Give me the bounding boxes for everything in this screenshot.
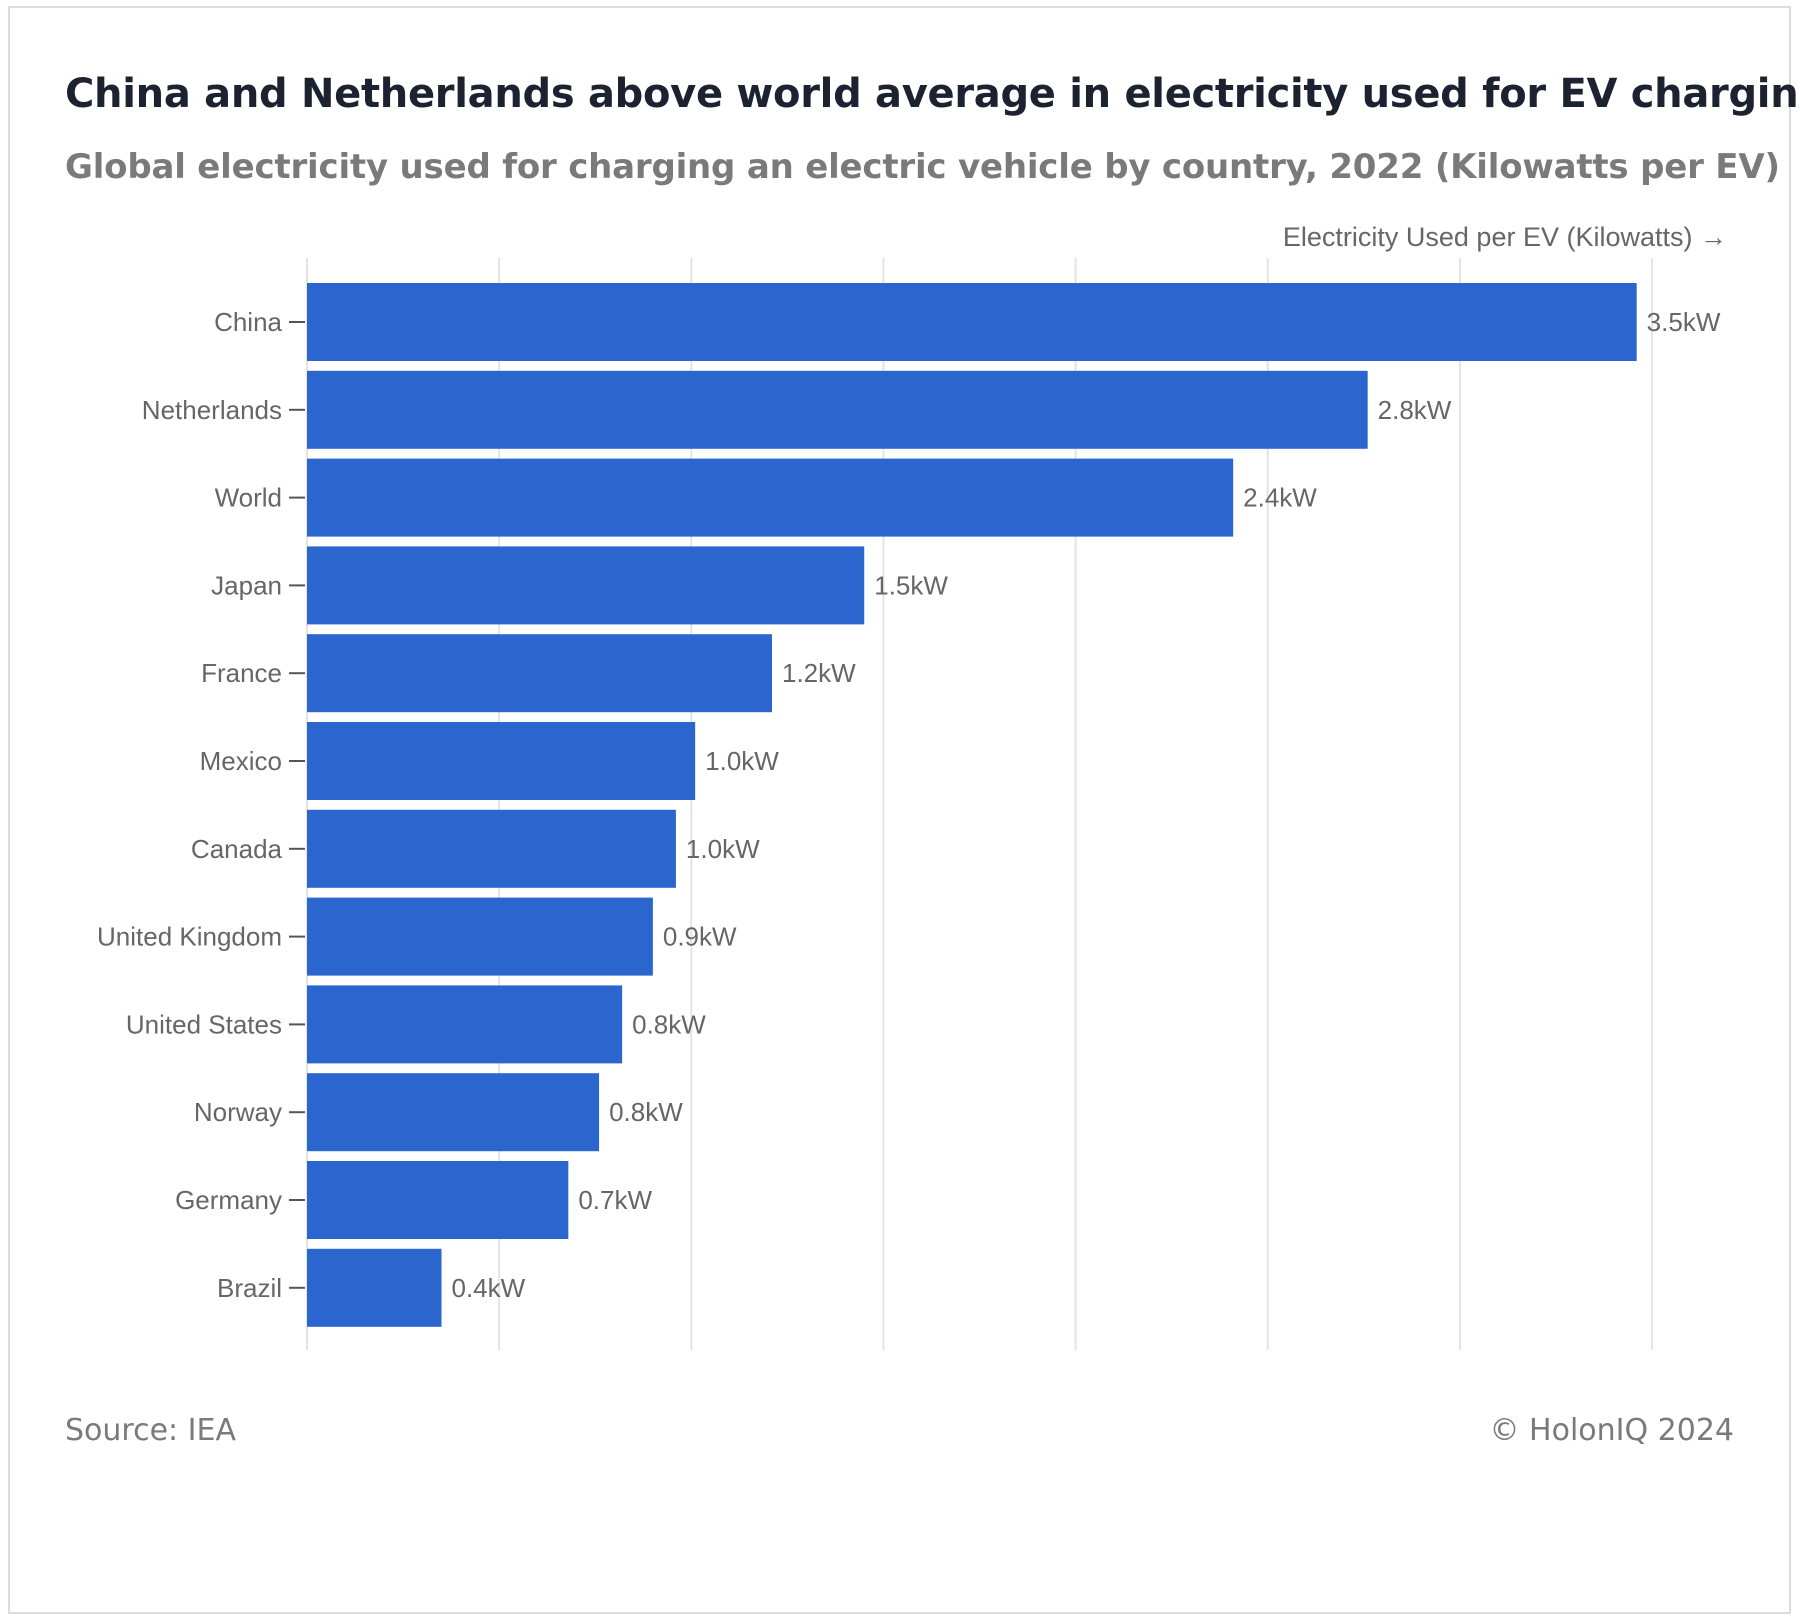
bar (307, 634, 773, 713)
data-label: 0.8kW (609, 1097, 683, 1127)
y-tick-label: United Kingdom (97, 922, 282, 952)
data-label: 1.5kW (874, 570, 948, 600)
data-label: 0.8kW (632, 1009, 706, 1039)
y-axis: China Netherlands World Japan France Mexico Ca… (97, 307, 305, 1303)
y-tick-label: France (201, 658, 282, 688)
y-tick-label: Canada (191, 834, 283, 864)
bar (307, 283, 1637, 361)
y-tick-label: Germany (175, 1185, 282, 1215)
y-tick-label: World (215, 483, 282, 513)
y-tick-label: Netherlands (142, 395, 282, 425)
data-label: 0.9kW (663, 922, 737, 952)
y-tick-label: China (214, 307, 282, 337)
bar (307, 370, 1368, 449)
bar (307, 1073, 600, 1152)
bar (307, 458, 1234, 537)
source-note: Source: IEA (65, 1413, 237, 1448)
data-label: 2.8kW (1378, 395, 1452, 425)
data-label: 0.4kW (452, 1273, 526, 1303)
chart-card (8, 6, 1791, 1614)
bar (307, 1248, 442, 1327)
data-label: 1.0kW (705, 746, 779, 776)
copyright-note: © HolonIQ 2024 (1489, 1413, 1735, 1448)
chart-title: China and Netherlands above world averag… (65, 71, 1800, 117)
data-label: 1.2kW (782, 658, 856, 688)
y-tick-label: Norway (194, 1097, 282, 1127)
bar (307, 546, 865, 625)
data-labels: 3.5kW 2.8kW 2.4kW 1.5kW 1.2kW 1.0kW 1.0kW 0.9kW… (452, 307, 1721, 1303)
bars (307, 283, 1637, 1327)
y-tick-label: Japan (211, 570, 282, 600)
y-tick-label: Brazil (217, 1273, 282, 1303)
bar (307, 1161, 569, 1239)
data-label: 2.4kW (1243, 483, 1317, 513)
data-label: 0.7kW (578, 1185, 652, 1215)
bar (307, 985, 623, 1064)
bar (307, 897, 653, 976)
chart-subtitle: Global electricity used for charging an … (65, 147, 1780, 187)
bar (307, 809, 676, 888)
y-tick-label: Mexico (200, 746, 282, 776)
x-axis-label: Electricity Used per EV (Kilowatts) → (1283, 222, 1727, 252)
data-label: 3.5kW (1647, 307, 1721, 337)
y-tick-label: United States (126, 1009, 282, 1039)
bar (307, 722, 696, 800)
data-label: 1.0kW (686, 834, 760, 864)
